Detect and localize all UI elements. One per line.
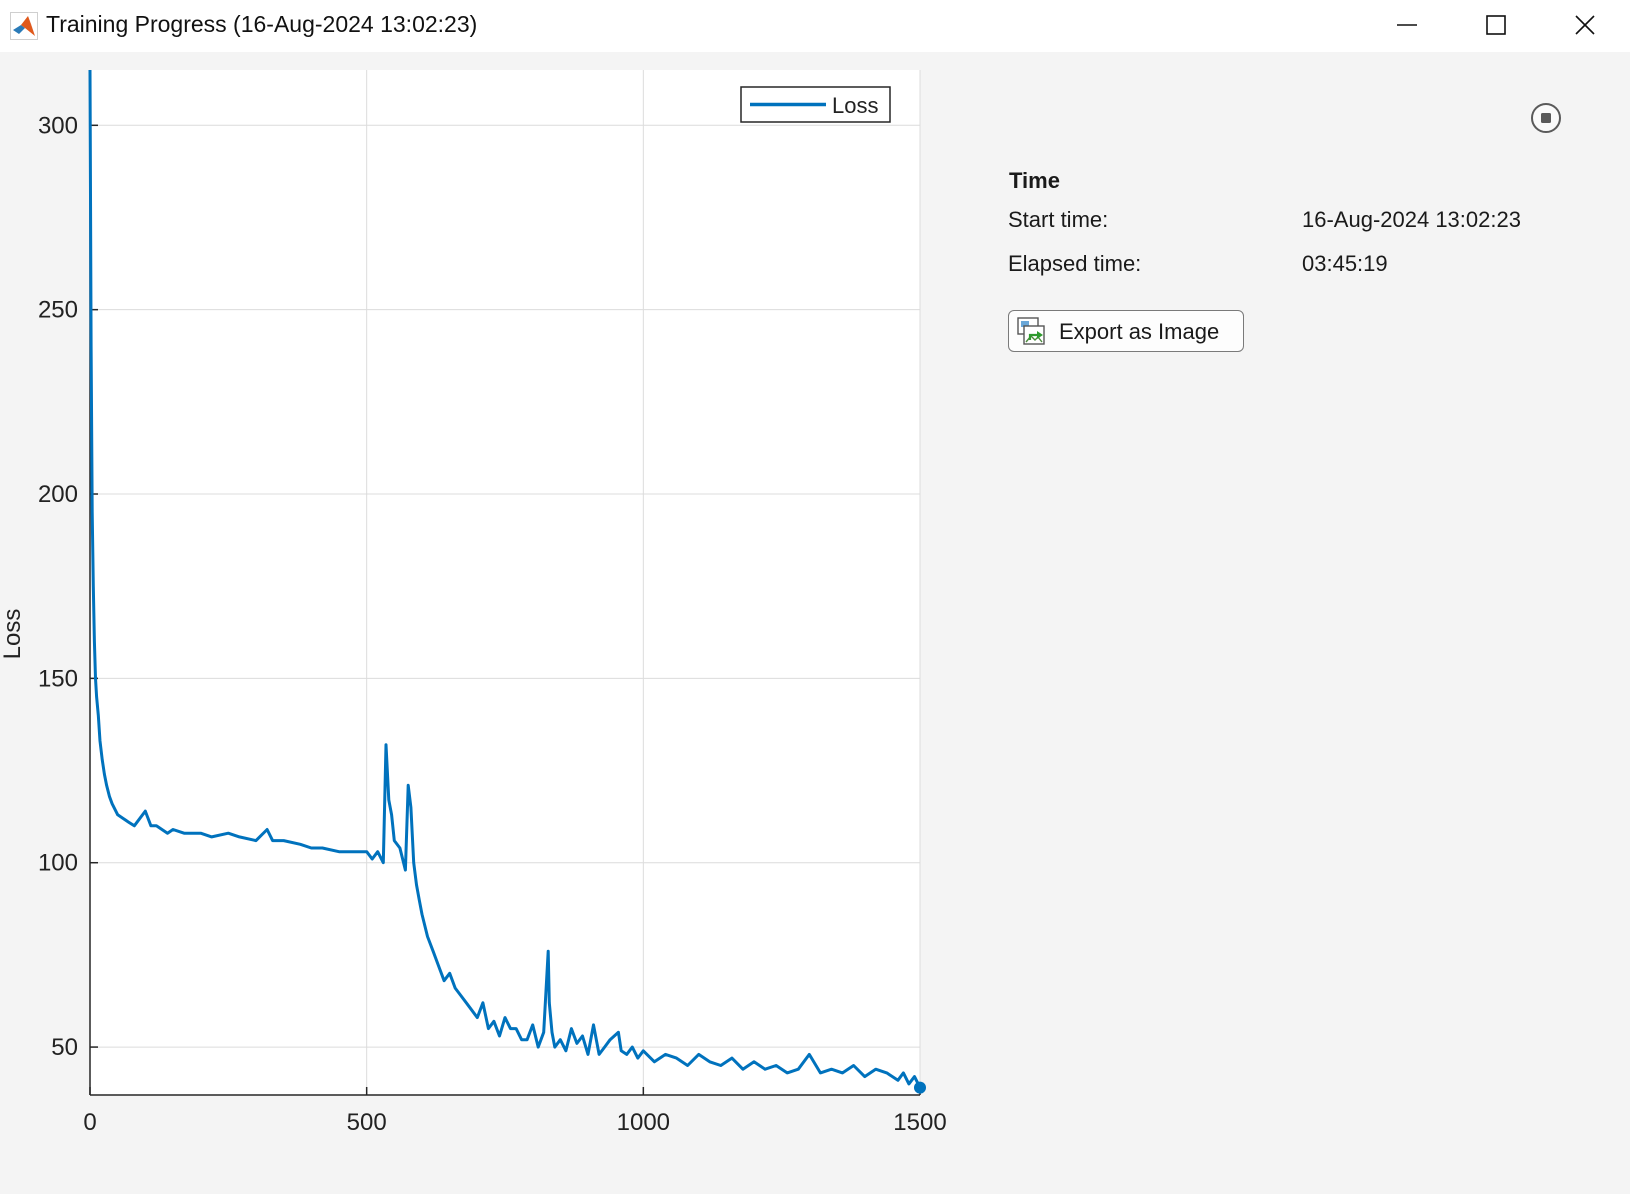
y-tick-labels: 50 100 150 200 250 300 [38, 112, 78, 1061]
start-time-label: Start time: [1008, 207, 1109, 232]
training-plot[interactable]: 50 100 150 200 250 300 0 500 1000 1500 Loss Loss [0, 52, 980, 1194]
y-tick-label: 100 [38, 850, 78, 877]
legend-label-loss: Loss [832, 93, 878, 118]
stop-icon [1541, 113, 1551, 123]
maximize-button[interactable] [1451, 0, 1541, 50]
info-panel: Time Start time: 16-Aug-2024 13:02:23 El… [980, 52, 1630, 1194]
y-tick-label: 50 [51, 1034, 78, 1061]
legend[interactable]: Loss [740, 86, 891, 123]
minimize-button[interactable] [1362, 0, 1452, 50]
axes-background [90, 70, 920, 1095]
loss-end-marker [914, 1081, 926, 1094]
stop-button[interactable] [1529, 101, 1563, 135]
time-section-heading: Time [1009, 168, 1060, 193]
loss-chart[interactable]: 50 100 150 200 250 300 0 500 1000 1500 Loss Loss [0, 52, 980, 1194]
matlab-icon [10, 12, 38, 40]
x-tick-label: 500 [347, 1109, 387, 1136]
y-tick-label: 300 [38, 112, 78, 139]
elapsed-time-value: 03:45:19 [1302, 251, 1388, 276]
y-tick-label: 200 [38, 481, 78, 508]
x-tick-labels: 0 500 1000 1500 [83, 1109, 946, 1136]
y-tick-label: 250 [38, 297, 78, 324]
close-icon [1575, 15, 1595, 35]
title-bar: Training Progress (16-Aug-2024 13:02:23) [0, 0, 1630, 52]
export-button-label: Export as Image [1059, 319, 1220, 344]
y-axis-label: Loss [0, 609, 26, 660]
window-title: Training Progress (16-Aug-2024 13:02:23) [46, 11, 478, 37]
x-tick-label: 0 [83, 1109, 96, 1136]
elapsed-time-label: Elapsed time: [1008, 251, 1142, 276]
y-tick-label: 150 [38, 665, 78, 692]
x-tick-label: 1000 [617, 1109, 670, 1136]
start-time-value: 16-Aug-2024 13:02:23 [1302, 207, 1521, 232]
export-as-image-button[interactable]: Export as Image [1008, 310, 1244, 352]
maximize-icon [1486, 15, 1506, 35]
x-tick-label: 1500 [893, 1109, 946, 1136]
close-button[interactable] [1540, 0, 1630, 50]
export-image-icon [1017, 317, 1045, 345]
minimize-icon [1397, 24, 1417, 26]
loss-series-line [88, 69, 922, 1089]
